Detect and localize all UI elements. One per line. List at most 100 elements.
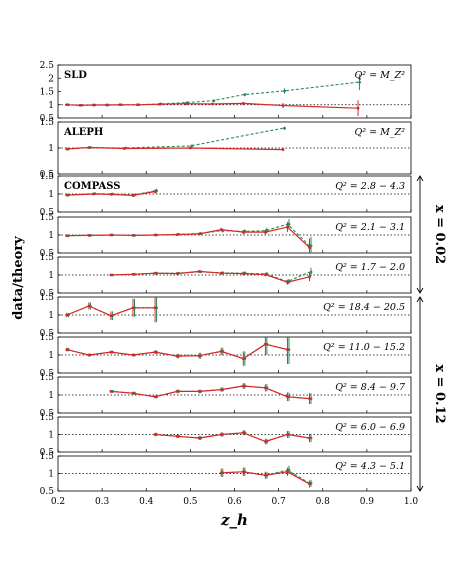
panel-10-data-point	[308, 482, 311, 486]
panel-8-ytick-label: 1	[48, 391, 54, 401]
panel-4-data-point	[219, 228, 223, 232]
group-2-arrowhead-top	[416, 296, 424, 303]
panel-1-data-point	[184, 102, 188, 106]
panel-1-data-point	[158, 102, 161, 106]
x-tick-label: 0.5	[183, 497, 198, 507]
panel-7-data-point	[65, 348, 69, 351]
panel-2-comparison-point	[190, 144, 194, 148]
panel-9-data-point	[263, 440, 267, 443]
panel-2-data-point	[281, 148, 285, 151]
panel-7-data-point	[241, 357, 245, 360]
group-1-arrowhead-bottom	[416, 287, 424, 294]
panel-1-data-point	[356, 106, 360, 110]
panel-10-ytick-label: 1.5	[40, 452, 55, 462]
panel-2-data-point	[87, 146, 91, 149]
panel-4-data-point	[286, 225, 289, 229]
panel-8-data-point	[263, 386, 267, 390]
panel-9-data-point	[241, 431, 245, 435]
panel-9-ytick-label: 0.5	[40, 448, 55, 458]
panel-7-data-point	[175, 354, 179, 358]
panel-4-data-point	[87, 233, 91, 237]
panel-4-ytick-label: 1	[48, 231, 54, 241]
panel-2-ytick-label: 1.5	[40, 118, 55, 128]
panel-1-data-line	[66, 102, 359, 109]
x-tick-label: 0.8	[316, 497, 331, 507]
panel-5-data-point	[219, 271, 223, 275]
panel-9-q2-label: Q² = 6.0 − 6.9	[335, 422, 405, 433]
panel-8-data-line	[110, 385, 310, 400]
panel-10-data-point	[219, 471, 223, 475]
panel-5-data-point	[153, 271, 157, 275]
panel-6-ytick-label: 1.5	[40, 293, 55, 303]
panel-1-data-point	[281, 104, 285, 107]
panel-2-ytick-label: 1	[48, 144, 54, 154]
panel-10-ytick-label: 1	[48, 470, 54, 480]
panel-7-data-point	[263, 342, 267, 346]
panel-3-ytick-label: 1.5	[40, 172, 55, 182]
panel-5-data-point	[197, 270, 201, 273]
panel-1-comparison-point	[212, 99, 216, 103]
x-tick-label: 0.9	[360, 497, 375, 507]
panel-8-q2-label: Q² = 8.4 − 9.7	[335, 382, 406, 393]
panel-6-data-point	[109, 314, 113, 318]
panel-1-data-point	[78, 103, 82, 107]
panel-8-data-point	[241, 384, 245, 388]
panel-1-data-point	[211, 102, 214, 106]
panel-5-data-point	[109, 273, 113, 277]
panel-8-data-point	[175, 390, 179, 393]
panel-10-ytick-label: 0.5	[40, 487, 55, 497]
panel-4-data-point	[308, 246, 311, 250]
panel-5-ytick-label: 0.5	[40, 289, 55, 299]
panel-10-data-point	[241, 470, 245, 474]
panel-5-comparison-line	[110, 271, 310, 283]
panel-5-ytick-label: 1	[48, 271, 54, 281]
panel-8-data-point	[153, 395, 157, 399]
panel-1-ytick-label: 2.5	[40, 61, 55, 71]
x-axis-label: z_h	[220, 511, 248, 529]
panel-1-ytick-label: 0.5	[40, 114, 55, 124]
panel-1-data-point	[118, 103, 122, 107]
panel-7-data-point	[131, 353, 135, 357]
panel-2-data-point	[122, 147, 126, 150]
panel-9-data-point	[219, 433, 223, 436]
panel-3-data-point	[131, 194, 135, 197]
panel-5-data-point	[175, 272, 179, 275]
group-2-label: x = 0.12	[432, 364, 447, 423]
panel-3-ytick-label: 1	[48, 190, 54, 200]
panel-4-data-point	[153, 233, 157, 237]
panel-8-data-point	[197, 390, 201, 393]
panel-9-ytick-label: 1.5	[40, 413, 55, 423]
x-tick-label: 0.2	[51, 497, 65, 507]
panel-4-ytick-label: 0.5	[40, 249, 55, 259]
panel-4-data-point	[175, 233, 179, 237]
panel-8-ytick-label: 1.5	[40, 373, 55, 383]
panel-3-q2-label: Q² = 2.8 − 4.3	[335, 181, 405, 192]
panel-2-data-point	[65, 147, 69, 151]
panel-9-data-point	[175, 434, 179, 438]
panel-1-comparison-point	[358, 80, 361, 84]
x-tick-label: 0.7	[271, 497, 286, 507]
panel-1-data-point	[241, 102, 245, 105]
group-1-arrowhead-top	[416, 175, 424, 182]
panel-7-ytick-label: 1.5	[40, 333, 55, 343]
panel-10-q2-label: Q² = 4.3 − 5.1	[335, 461, 405, 472]
panel-1-ytick-label: 2	[48, 74, 54, 84]
x-tick-label: 0.4	[139, 497, 154, 507]
panel-7-data-point	[197, 354, 201, 358]
panel-5-data-point	[263, 273, 267, 277]
group-2-arrowhead-bottom	[416, 485, 424, 492]
panel-10-data-point	[263, 473, 267, 477]
panel-4-q2-label: Q² = 2.1 − 3.1	[335, 222, 405, 233]
panel-7-data-point	[109, 350, 113, 354]
panel-4-data-point	[131, 233, 135, 237]
panel-4-data-point	[263, 230, 267, 234]
panel-6-ytick-label: 0.5	[40, 329, 55, 339]
panel-4-comparison-point	[287, 222, 291, 226]
panel-9-data-point	[153, 433, 157, 436]
panel-3-data-point	[65, 193, 69, 197]
panel-4-data-line	[66, 226, 310, 249]
panel-8-data-point	[109, 390, 113, 393]
panel-6-data-point	[87, 304, 91, 308]
panel-7-data-point	[286, 348, 289, 351]
